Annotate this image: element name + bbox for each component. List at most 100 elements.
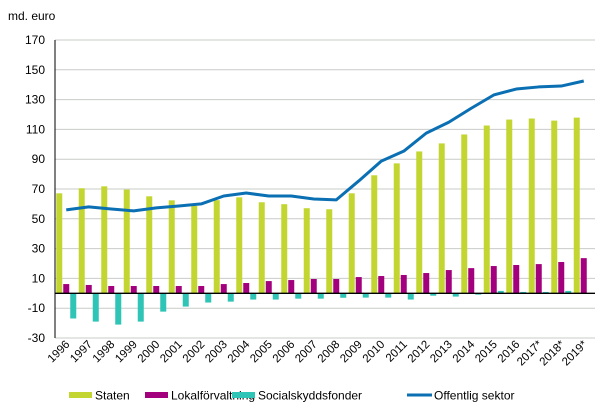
bar-staten-2012 — [416, 151, 422, 293]
y-tick-label: 30 — [32, 242, 46, 256]
bar-staten-2004 — [236, 197, 242, 293]
x-tick-label: 1998 — [91, 339, 118, 366]
bar-lokalf-rvaltning-2010 — [378, 276, 384, 293]
bar-lokalf-rvaltning-2007 — [311, 279, 317, 293]
x-tick-label: 1996 — [46, 339, 73, 366]
x-tick-label: 2015 — [473, 339, 500, 366]
x-tick-label: 2000 — [136, 339, 163, 366]
y-tick-label: 90 — [32, 152, 46, 166]
x-tick-label: 2003 — [203, 339, 230, 366]
bar-socialskyddsfonder-1997 — [93, 293, 99, 321]
bar-lokalf-rvaltning-2017* — [536, 264, 542, 293]
line-offentlig-sektor — [66, 81, 584, 211]
x-tick-label: 2010 — [361, 339, 388, 366]
x-tick-label: 2012 — [406, 339, 433, 366]
bar-lokalf-rvaltning-2003 — [221, 284, 227, 293]
x-tick-label: 1999 — [113, 339, 140, 366]
bar-lokalf-rvaltning-1997 — [86, 285, 92, 293]
bar-staten-2007 — [304, 208, 310, 293]
bar-socialskyddsfonder-2002 — [205, 293, 211, 302]
bar-socialskyddsfonder-2008 — [340, 293, 346, 297]
bar-staten-2018* — [551, 121, 557, 294]
legend-swatch — [232, 392, 255, 398]
bar-staten-2000 — [146, 196, 152, 293]
x-tick-label: 2011 — [384, 339, 410, 365]
bar-lokalf-rvaltning-2019* — [581, 258, 587, 293]
bar-staten-2013 — [439, 143, 445, 293]
bar-staten-1997 — [79, 188, 85, 293]
legend-label: Staten — [95, 389, 130, 403]
bar-staten-1998 — [101, 186, 107, 293]
bar-staten-2016 — [506, 120, 512, 294]
bar-socialskyddsfonder-2004 — [250, 293, 256, 299]
legend-swatch — [69, 392, 92, 398]
x-tick-label: 2001 — [158, 339, 185, 366]
y-tick-label: 170 — [25, 33, 45, 47]
legend-swatch — [407, 394, 432, 397]
y-tick-label: 50 — [32, 212, 46, 226]
x-tick-label: 2005 — [248, 339, 275, 366]
y-axis-label: md. euro — [8, 9, 56, 23]
bar-staten-2019* — [574, 118, 580, 294]
bar-lokalf-rvaltning-2002 — [198, 286, 204, 293]
bar-staten-2014 — [461, 134, 467, 293]
bar-socialskyddsfonder-2006 — [295, 293, 301, 298]
bar-staten-2015 — [484, 126, 490, 294]
x-tick-label: 2004 — [226, 338, 253, 365]
bar-lokalf-rvaltning-1999 — [131, 286, 137, 293]
bar-socialskyddsfonder-2000 — [160, 293, 166, 311]
y-tick-label: 110 — [26, 122, 45, 136]
x-tick-label: 1997 — [68, 339, 95, 366]
bar-socialskyddsfonder-1999 — [138, 293, 144, 321]
legend-swatch — [145, 392, 168, 398]
x-tick-label: 2008 — [316, 339, 343, 366]
bar-staten-2017* — [529, 119, 535, 294]
bar-staten-2001 — [169, 200, 175, 293]
bar-socialskyddsfonder-2001 — [183, 293, 189, 306]
bar-lokalf-rvaltning-2000 — [153, 286, 159, 293]
x-tick-label: 2007 — [293, 339, 320, 366]
bar-staten-2003 — [214, 200, 220, 293]
bar-socialskyddsfonder-2003 — [228, 293, 234, 301]
bar-lokalf-rvaltning-2013 — [446, 270, 452, 293]
x-tick-label: 2019* — [560, 338, 590, 368]
x-tick-label: 2002 — [181, 339, 208, 366]
bar-staten-2010 — [371, 175, 377, 293]
bar-staten-2009 — [349, 193, 355, 293]
bar-socialskyddsfonder-1998 — [115, 293, 121, 324]
x-tick-label: 2009 — [338, 339, 365, 366]
bar-staten-1996 — [56, 193, 62, 293]
bar-lokalf-rvaltning-2006 — [288, 280, 294, 293]
bar-lokalf-rvaltning-2008 — [333, 279, 339, 293]
bar-staten-1999 — [124, 190, 130, 294]
bar-staten-2002 — [191, 206, 197, 293]
legend-label: Offentlig sektor — [434, 389, 514, 403]
bar-socialskyddsfonder-2007 — [318, 293, 324, 298]
bar-lokalf-rvaltning-2011 — [401, 275, 407, 293]
x-tick-label: 2014 — [451, 338, 478, 365]
bar-lokalf-rvaltning-2004 — [243, 283, 249, 293]
y-tick-label: 130 — [25, 93, 45, 107]
bar-lokalf-rvaltning-2016 — [513, 265, 519, 293]
x-tick-label: 2006 — [271, 339, 298, 366]
bar-staten-2005 — [259, 202, 265, 293]
bar-lokalf-rvaltning-2012 — [423, 273, 429, 293]
bar-lokalf-rvaltning-2005 — [266, 281, 272, 293]
bar-socialskyddsfonder-1996 — [70, 293, 76, 318]
bar-lokalf-rvaltning-2001 — [176, 286, 182, 293]
y-tick-label: 150 — [25, 63, 45, 77]
bar-socialskyddsfonder-2011 — [408, 293, 414, 299]
bar-lokalf-rvaltning-2018* — [558, 262, 564, 293]
y-tick-label: -30 — [28, 331, 46, 345]
bar-lokalf-rvaltning-2014 — [468, 268, 474, 293]
bar-lokalf-rvaltning-2009 — [356, 277, 362, 293]
y-tick-label: 70 — [32, 182, 46, 196]
bar-staten-2008 — [326, 209, 332, 293]
bar-lokalf-rvaltning-1996 — [63, 284, 69, 293]
y-tick-label: 10 — [32, 271, 46, 285]
bar-lokalf-rvaltning-1998 — [108, 286, 114, 293]
bar-staten-2011 — [394, 163, 400, 293]
bar-lokalf-rvaltning-2015 — [491, 266, 497, 293]
